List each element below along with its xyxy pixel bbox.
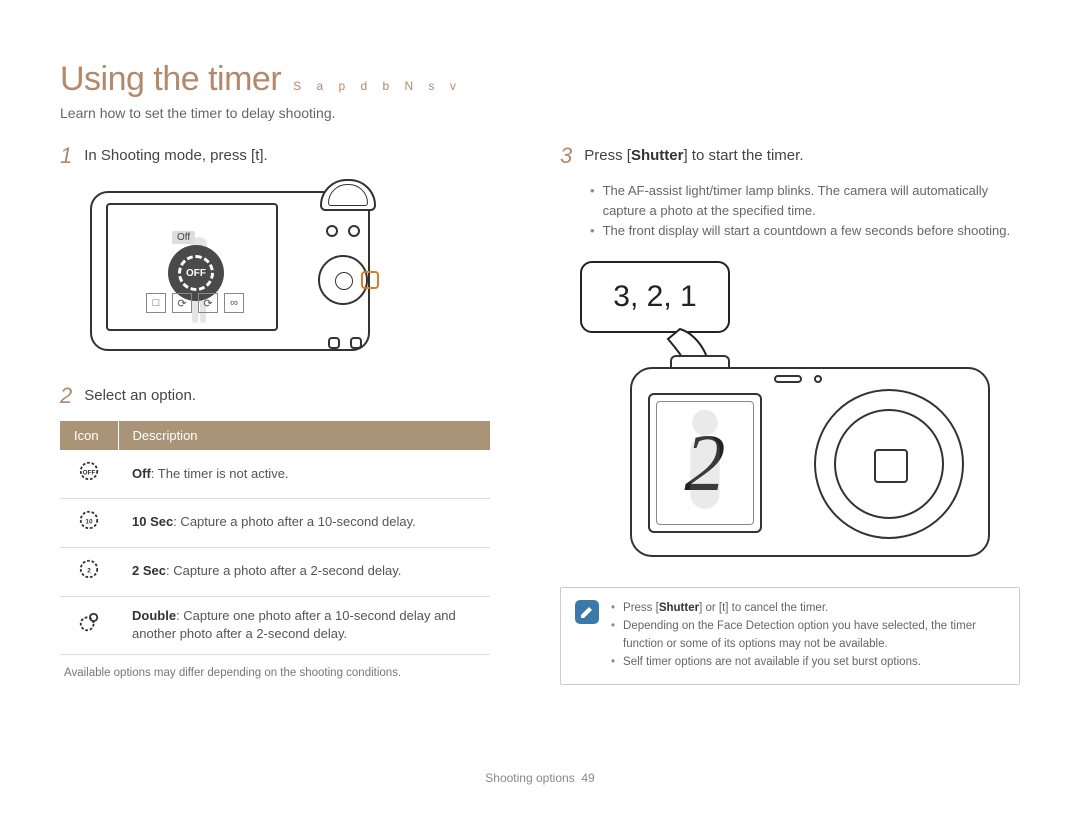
front-display-inner: 2 xyxy=(656,401,754,525)
svg-text:2: 2 xyxy=(87,567,91,574)
bullet-2: The front display will start a countdown… xyxy=(590,221,1020,241)
footer-page-number: 49 xyxy=(581,771,594,785)
svg-text:OFF: OFF xyxy=(83,470,96,477)
option-desc: : Capture one photo after a 10-second de… xyxy=(132,608,456,642)
note-item-1: Press [Shutter] or [t] to cancel the tim… xyxy=(611,600,1005,618)
option-desc: : Capture a photo after a 10-second dela… xyxy=(173,514,416,529)
table-row: OFF Off: The timer is not active. xyxy=(60,450,490,498)
timer-icon-cell xyxy=(60,596,118,655)
timer-button-highlight xyxy=(361,271,379,289)
note1-pre: Press [ xyxy=(623,602,659,614)
option-desc: : The timer is not active. xyxy=(151,466,289,481)
note1-mid: ] or [ xyxy=(699,602,722,614)
page-title: Using the timer xyxy=(60,60,281,99)
note1-shutter: Shutter xyxy=(659,602,699,614)
camera-button-3 xyxy=(350,337,362,349)
step-1-suffix: ]. xyxy=(259,147,267,164)
timer-icon-cell: 10 xyxy=(60,498,118,547)
page-subtitle: Learn how to set the timer to delay shoo… xyxy=(60,105,1020,121)
step-1-text: In Shooting mode, press [t]. xyxy=(84,145,267,167)
camera-button-2 xyxy=(326,225,338,237)
step-3-prefix: Press [ xyxy=(584,147,631,164)
step-1-number: 1 xyxy=(60,145,72,167)
bullet-1: The AF-assist light/timer lamp blinks. T… xyxy=(590,181,1020,221)
note2-text: Depending on the Face Detection option y… xyxy=(623,618,1005,654)
table-header-desc: Description xyxy=(118,421,490,450)
step-3-text: Press [Shutter] to start the timer. xyxy=(584,145,803,167)
mode-letters: S a p d b N s v xyxy=(293,79,462,93)
note-pencil-icon xyxy=(579,604,595,620)
timer-icon: 2 xyxy=(78,558,100,580)
right-column: 3 Press [Shutter] to start the timer. Th… xyxy=(560,145,1020,685)
person-silhouette-icon xyxy=(680,408,730,518)
option-label: Off xyxy=(132,466,151,481)
timer-option-row: □ ⟳ ⟳ ∞ xyxy=(146,293,244,313)
option-label: 10 Sec xyxy=(132,514,173,529)
timer-icon xyxy=(78,611,100,633)
step-1-prefix: In Shooting mode, press [ xyxy=(84,147,255,164)
bullet-1-text: The AF-assist light/timer lamp blinks. T… xyxy=(603,181,1020,221)
table-row: 2 2 Sec: Capture a photo after a 2-second… xyxy=(60,547,490,596)
footer-section: Shooting options xyxy=(485,771,574,785)
timer-off-tooltip: Off xyxy=(172,231,195,244)
table-row: 10 10 Sec: Capture a photo after a 10-sec… xyxy=(60,498,490,547)
step-1: 1 In Shooting mode, press [t]. xyxy=(60,145,520,167)
step-2-number: 2 xyxy=(60,385,72,407)
camera-mode-dial xyxy=(320,179,376,211)
step-2-text: Select an option. xyxy=(84,385,196,407)
shutter-label: Shutter xyxy=(631,147,684,164)
note-item-3: Self timer options are not available if … xyxy=(611,654,1005,672)
timer-desc-cell: Double: Capture one photo after a 10-sec… xyxy=(118,596,490,655)
step-3: 3 Press [Shutter] to start the timer. xyxy=(560,145,1020,167)
camera-flash xyxy=(774,375,802,383)
timer-option-1: □ xyxy=(146,293,166,313)
timer-icon-cell: 2 xyxy=(60,547,118,596)
timer-desc-cell: 10 Sec: Capture a photo after a 10-secon… xyxy=(118,498,490,547)
countdown-text: 3, 2, 1 xyxy=(613,280,696,314)
timer-desc-cell: 2 Sec: Capture a photo after a 2-second … xyxy=(118,547,490,596)
timer-options-table: Icon Description OFF Off: The timer is no… xyxy=(60,421,490,655)
camera-front-display: 2 xyxy=(648,393,762,533)
note-item-2: Depending on the Face Detection option y… xyxy=(611,618,1005,654)
timer-option-4: ∞ xyxy=(224,293,244,313)
step-3-number: 3 xyxy=(560,145,572,167)
svg-text:10: 10 xyxy=(85,519,93,526)
note-list: Press [Shutter] or [t] to cancel the tim… xyxy=(611,600,1005,671)
note-icon xyxy=(575,600,599,624)
note-box: Press [Shutter] or [t] to cancel the tim… xyxy=(560,587,1020,684)
bullet-2-text: The front display will start a countdown… xyxy=(603,221,1011,241)
camera-button-1 xyxy=(348,225,360,237)
table-row: Double: Capture one photo after a 10-sec… xyxy=(60,596,490,655)
table-header-icon: Icon xyxy=(60,421,118,450)
camera-rear-screen: Off OFF □ ⟳ ⟳ ∞ xyxy=(106,203,278,331)
camera-button-4 xyxy=(328,337,340,349)
timer-icon: 10 xyxy=(78,509,100,531)
page-footer: Shooting options 49 xyxy=(0,771,1080,785)
note3-text: Self timer options are not available if … xyxy=(623,654,921,672)
camera-lens xyxy=(814,389,964,539)
step-3-bullets: The AF-assist light/timer lamp blinks. T… xyxy=(590,181,1020,241)
timer-option-3: ⟳ xyxy=(198,293,218,313)
title-row: Using the timer S a p d b N s v xyxy=(60,60,1020,99)
camera-front-illustration: 3, 2, 1 2 xyxy=(580,267,1000,567)
timer-icon-cell: OFF xyxy=(60,450,118,498)
countdown-bubble: 3, 2, 1 xyxy=(580,261,730,333)
note1-post: ] to cancel the timer. xyxy=(725,602,828,614)
camera-back-illustration: Off OFF □ ⟳ ⟳ ∞ xyxy=(90,181,390,361)
timer-option-2: ⟳ xyxy=(172,293,192,313)
timer-off-text: OFF xyxy=(186,268,206,279)
timer-icon: OFF xyxy=(78,460,100,482)
timer-arc-icon: OFF xyxy=(178,255,214,291)
option-label: Double xyxy=(132,608,176,623)
option-desc: : Capture a photo after a 2-second delay… xyxy=(166,563,401,578)
timer-desc-cell: Off: The timer is not active. xyxy=(118,450,490,498)
options-footnote: Available options may differ depending o… xyxy=(64,667,520,679)
step-2: 2 Select an option. xyxy=(60,385,520,407)
step-3-suffix: ] to start the timer. xyxy=(683,147,803,164)
option-label: 2 Sec xyxy=(132,563,166,578)
left-column: 1 In Shooting mode, press [t]. Off OFF □… xyxy=(60,145,520,685)
